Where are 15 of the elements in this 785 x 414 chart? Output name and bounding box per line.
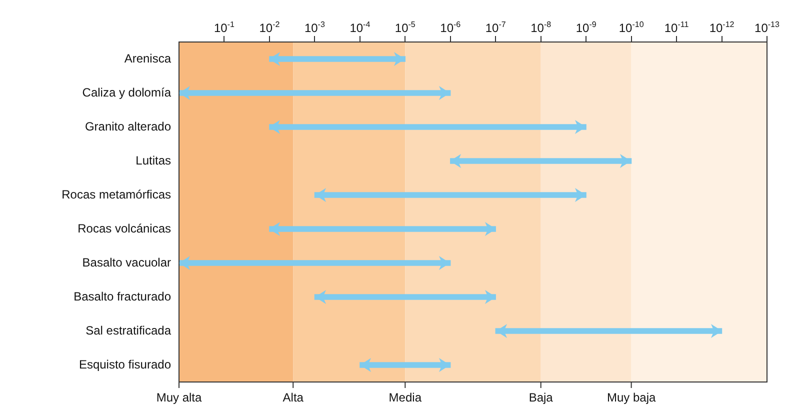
y-tick-label: Basalto fracturado (74, 289, 172, 304)
y-tick-label: Basalto vacuolar (82, 255, 171, 270)
y-tick-label: Arenisca (124, 51, 172, 66)
band-label: Baja (528, 390, 554, 404)
band-label: Alta (282, 390, 304, 404)
y-tick-label: Lutitas (136, 153, 171, 168)
y-tick-label: Rocas metamórficas (62, 187, 171, 202)
y-tick-label: Rocas volcánicas (78, 221, 171, 236)
y-tick-label: Caliza y dolomía (82, 85, 172, 100)
y-tick-label: Sal estratificada (86, 323, 172, 338)
band-label: Muy baja (606, 390, 656, 404)
y-tick-label: Granito alterado (84, 119, 172, 134)
band-label: Media (388, 390, 422, 404)
y-tick-label: Esquisto fisurado (78, 357, 172, 372)
band-label: Muy alta (156, 390, 202, 404)
